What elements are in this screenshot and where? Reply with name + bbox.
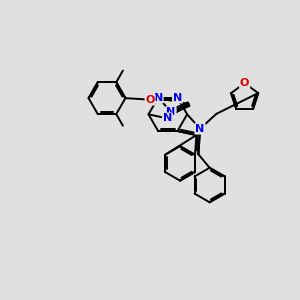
Text: N: N	[167, 107, 176, 117]
Text: N: N	[154, 93, 163, 103]
Text: N: N	[173, 93, 182, 103]
Text: O: O	[146, 94, 155, 105]
Text: O: O	[240, 78, 249, 88]
Text: N: N	[163, 113, 172, 123]
Text: N: N	[196, 124, 205, 134]
